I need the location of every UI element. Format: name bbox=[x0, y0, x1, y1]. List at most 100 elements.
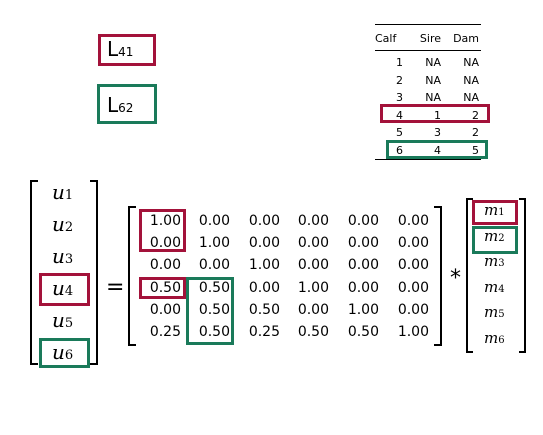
pedigree-cell-calf: 5 bbox=[396, 126, 403, 139]
lhs-symbol: u bbox=[52, 308, 65, 332]
lhs-symbol: u bbox=[52, 244, 65, 268]
matrix-cell: 0.00 bbox=[397, 213, 429, 229]
matrix-bracket-right bbox=[434, 206, 442, 346]
lhs-subscript: 1 bbox=[64, 188, 74, 203]
rhs-m1-highlight bbox=[472, 200, 518, 225]
matrix-cell: 0.00 bbox=[397, 235, 429, 252]
pedigree-cell-dam: NA bbox=[463, 73, 479, 87]
matrix-cell: 0.25 bbox=[149, 324, 181, 340]
lhs-bracket-right bbox=[90, 180, 98, 365]
pedigree-bottom-rule bbox=[375, 159, 481, 160]
matrix-cell: 0.00 bbox=[397, 257, 429, 274]
rhs-symbol: m bbox=[484, 226, 499, 245]
matrix-cell: 1.00 bbox=[297, 279, 329, 296]
rhs-symbol: m bbox=[484, 201, 499, 219]
lhs-symbol: u bbox=[52, 276, 65, 300]
pedigree-header-calf: Calf bbox=[375, 32, 397, 45]
rhs-bracket-left bbox=[466, 198, 473, 353]
lhs-entry: u1 bbox=[52, 180, 73, 204]
matrix-col2-rows456-highlight bbox=[186, 277, 234, 345]
lhs-entry: u5 bbox=[52, 308, 73, 332]
pedigree-cell-sire: NA bbox=[425, 91, 441, 104]
matrix-cell: 0.00 bbox=[347, 257, 379, 274]
pedigree-cell-calf: 2 bbox=[396, 73, 403, 87]
rhs-bracket-right bbox=[519, 198, 526, 353]
rhs-symbol: m bbox=[484, 277, 499, 296]
matrix-cell: 0.00 bbox=[297, 235, 329, 252]
matrix-cell: 1.00 bbox=[397, 324, 429, 340]
equals-sign: = bbox=[106, 275, 125, 300]
rhs-m2-highlight bbox=[472, 226, 518, 254]
matrix-cell: 1.00 bbox=[149, 213, 181, 229]
legend-l62-box bbox=[97, 84, 157, 124]
matrix-cell: 0.00 bbox=[347, 235, 379, 252]
pedigree-cell-dam: NA bbox=[463, 56, 479, 69]
rhs-symbol: m bbox=[484, 328, 499, 347]
matrix-cell: 0.00 bbox=[248, 213, 280, 229]
lhs-subscript: 2 bbox=[64, 220, 74, 235]
matrix-cell: 0.00 bbox=[297, 257, 329, 274]
pedigree-cell-calf: 6 bbox=[396, 143, 403, 157]
lhs-symbol: u bbox=[52, 180, 65, 204]
matrix-cell: 1.00 bbox=[198, 235, 230, 252]
pedigree-row6-highlight bbox=[386, 140, 488, 159]
rhs-subscript: 1 bbox=[498, 207, 505, 218]
pedigree-cell-sire: 4 bbox=[434, 143, 441, 157]
matrix-cell: 0.00 bbox=[297, 301, 329, 318]
lhs-bracket-left bbox=[30, 180, 38, 365]
matrix-cell: 0.00 bbox=[248, 235, 280, 252]
matrix-cell: 1.00 bbox=[248, 257, 280, 274]
pedigree-row4-highlight bbox=[380, 104, 490, 123]
legend-l41-main: L bbox=[107, 37, 119, 61]
matrix-cell: 0.00 bbox=[347, 213, 379, 229]
matrix-cell: 0.00 bbox=[198, 213, 230, 229]
matrix-cell: 1.00 bbox=[347, 301, 379, 318]
lhs-subscript: 5 bbox=[64, 316, 74, 331]
matrix-cell: 0.00 bbox=[149, 257, 181, 274]
matrix-cell: 0.50 bbox=[149, 279, 181, 296]
matrix-cell: 0.50 bbox=[248, 301, 280, 318]
rhs-subscript: 5 bbox=[498, 309, 505, 320]
matrix-col1-rows12-highlight bbox=[139, 209, 186, 252]
matrix-cell: 0.50 bbox=[198, 324, 230, 340]
lhs-entry: u4 bbox=[52, 276, 73, 300]
lhs-subscript: 4 bbox=[64, 284, 74, 299]
pedigree-cell-sire: 1 bbox=[434, 108, 441, 122]
matrix-cell: 0.00 bbox=[347, 279, 379, 296]
lhs-entry: u3 bbox=[52, 244, 73, 268]
lhs-entry: u6 bbox=[52, 340, 73, 364]
pedigree-cell-calf: 1 bbox=[396, 56, 403, 69]
rhs-entry: m2 bbox=[484, 227, 505, 245]
matrix-bracket-left bbox=[128, 206, 136, 346]
rhs-entry: m5 bbox=[484, 303, 505, 321]
rhs-entry: m3 bbox=[484, 252, 505, 270]
rhs-subscript: 2 bbox=[498, 232, 505, 244]
pedigree-header-rule bbox=[375, 50, 481, 51]
times-sign: * bbox=[450, 266, 461, 291]
lhs-symbol: u bbox=[52, 212, 65, 236]
matrix-cell: 0.50 bbox=[347, 324, 379, 340]
lhs-entry: u2 bbox=[52, 212, 73, 236]
rhs-entry: m6 bbox=[484, 329, 505, 347]
legend-l41-sub: 41 bbox=[118, 45, 134, 59]
pedigree-cell-dam: 2 bbox=[472, 126, 479, 139]
matrix-cell: 0.00 bbox=[397, 279, 429, 296]
rhs-subscript: 4 bbox=[498, 283, 505, 295]
pedigree-cell-dam: 2 bbox=[472, 108, 479, 122]
matrix-cell: 0.00 bbox=[397, 301, 429, 318]
legend-l62-sub: 62 bbox=[118, 101, 134, 115]
legend-l62-label: L62 bbox=[107, 93, 133, 117]
matrix-cell: 0.50 bbox=[297, 324, 329, 340]
rhs-subscript: 3 bbox=[498, 258, 505, 269]
matrix-cell: 0.00 bbox=[297, 213, 329, 229]
pedigree-cell-calf: 3 bbox=[396, 91, 403, 104]
pedigree-cell-sire: NA bbox=[425, 73, 441, 87]
legend-l41-box bbox=[98, 34, 156, 66]
matrix-cell: 0.25 bbox=[248, 324, 280, 340]
pedigree-cell-sire: NA bbox=[425, 56, 441, 69]
matrix-cell: 0.50 bbox=[198, 279, 230, 296]
matrix-cell: 0.00 bbox=[198, 257, 230, 274]
matrix-row4-col1-highlight bbox=[139, 277, 186, 299]
pedigree-header-sire: Sire bbox=[419, 32, 441, 45]
pedigree-cell-dam: NA bbox=[463, 91, 479, 104]
